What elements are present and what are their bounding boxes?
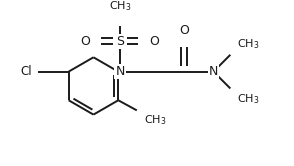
Text: S: S xyxy=(116,35,124,48)
Text: CH$_3$: CH$_3$ xyxy=(109,0,131,13)
Text: CH$_3$: CH$_3$ xyxy=(237,92,260,106)
Text: O: O xyxy=(81,35,91,48)
Text: O: O xyxy=(179,24,189,37)
Text: N: N xyxy=(209,65,218,78)
Text: Cl: Cl xyxy=(20,65,31,78)
Text: CH$_3$: CH$_3$ xyxy=(237,38,260,51)
Text: CH$_3$: CH$_3$ xyxy=(143,113,166,127)
Text: N: N xyxy=(115,65,125,78)
Text: O: O xyxy=(149,35,159,48)
